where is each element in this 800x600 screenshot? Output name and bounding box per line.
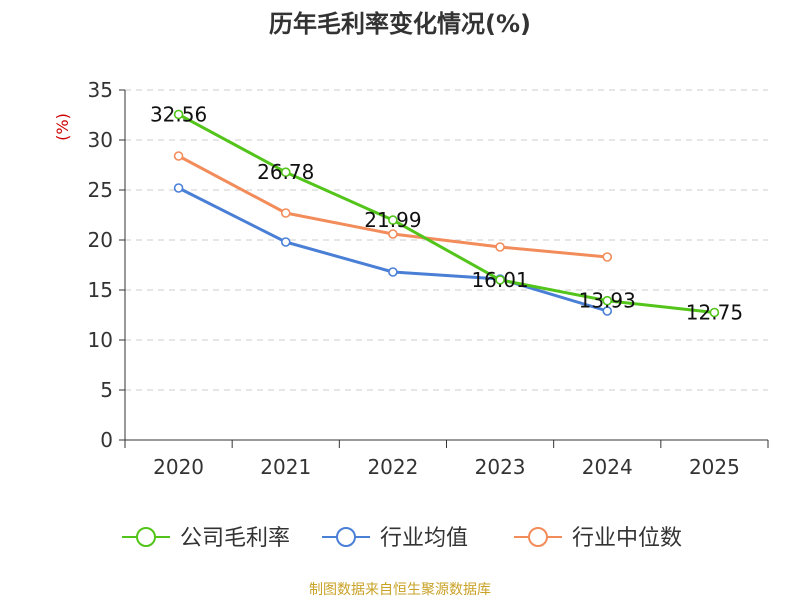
y-tick-label: 0	[100, 428, 113, 452]
data-label: 16.01	[471, 268, 528, 292]
legend-marker	[528, 527, 548, 547]
data-point[interactable]	[388, 215, 398, 225]
y-tick-label: 25	[88, 178, 113, 202]
y-tick-label: 15	[88, 278, 113, 302]
data-point[interactable]	[495, 242, 505, 252]
legend-label: 行业均值	[380, 526, 468, 551]
source-note: 制图数据来自恒生聚源数据库	[309, 582, 491, 598]
data-point[interactable]	[280, 237, 291, 247]
data-label: 26.78	[257, 160, 314, 184]
data-point[interactable]	[709, 307, 720, 318]
x-tick-label: 2020	[153, 455, 204, 479]
data-point[interactable]	[173, 109, 184, 120]
data-point[interactable]	[602, 306, 613, 316]
data-point[interactable]	[173, 151, 184, 161]
series-layer	[173, 109, 720, 318]
series-line	[177, 113, 715, 314]
x-tick-label: 2024	[582, 455, 633, 479]
x-tick-label: 2023	[475, 455, 526, 479]
series-line	[177, 154, 608, 259]
data-label: 32.56	[150, 102, 207, 126]
data-label: 21.99	[364, 208, 421, 232]
legend-label: 公司毛利率	[180, 526, 290, 551]
data-point[interactable]	[602, 295, 613, 306]
data-point[interactable]	[602, 252, 613, 262]
x-tick-label: 2021	[260, 455, 311, 479]
data-point[interactable]	[388, 229, 398, 239]
chart-title: 历年毛利率变化情况(%)	[269, 10, 531, 38]
legend: 公司毛利率 行业均值 行业中位数	[122, 526, 682, 551]
y-tick-label: 10	[88, 328, 113, 352]
data-label-layer: 32.56 26.78 21.99 16.01 13.93 12.75	[150, 102, 743, 324]
legend-item[interactable]: 行业均值	[322, 526, 468, 551]
data-point[interactable]	[280, 167, 291, 177]
data-point[interactable]	[280, 208, 291, 218]
legend-label: 行业中位数	[572, 526, 682, 551]
y-tick-label: 20	[88, 228, 113, 252]
data-point[interactable]	[388, 267, 398, 277]
y-axis-label: (%)	[53, 113, 72, 141]
data-label: 12.75	[686, 301, 743, 325]
data-point[interactable]	[173, 183, 184, 193]
legend-item[interactable]: 行业中位数	[514, 526, 682, 551]
y-tick-label: 35	[88, 78, 113, 102]
legend-item[interactable]: 公司毛利率	[122, 526, 290, 551]
legend-marker	[136, 527, 156, 547]
data-label: 13.93	[579, 289, 636, 313]
x-tick-label: 2025	[689, 455, 740, 479]
y-tick-label: 5	[100, 378, 113, 402]
y-tick-label: 30	[88, 128, 113, 152]
data-point[interactable]	[495, 275, 505, 285]
x-tick-label: 2022	[367, 455, 418, 479]
legend-marker	[336, 527, 356, 547]
